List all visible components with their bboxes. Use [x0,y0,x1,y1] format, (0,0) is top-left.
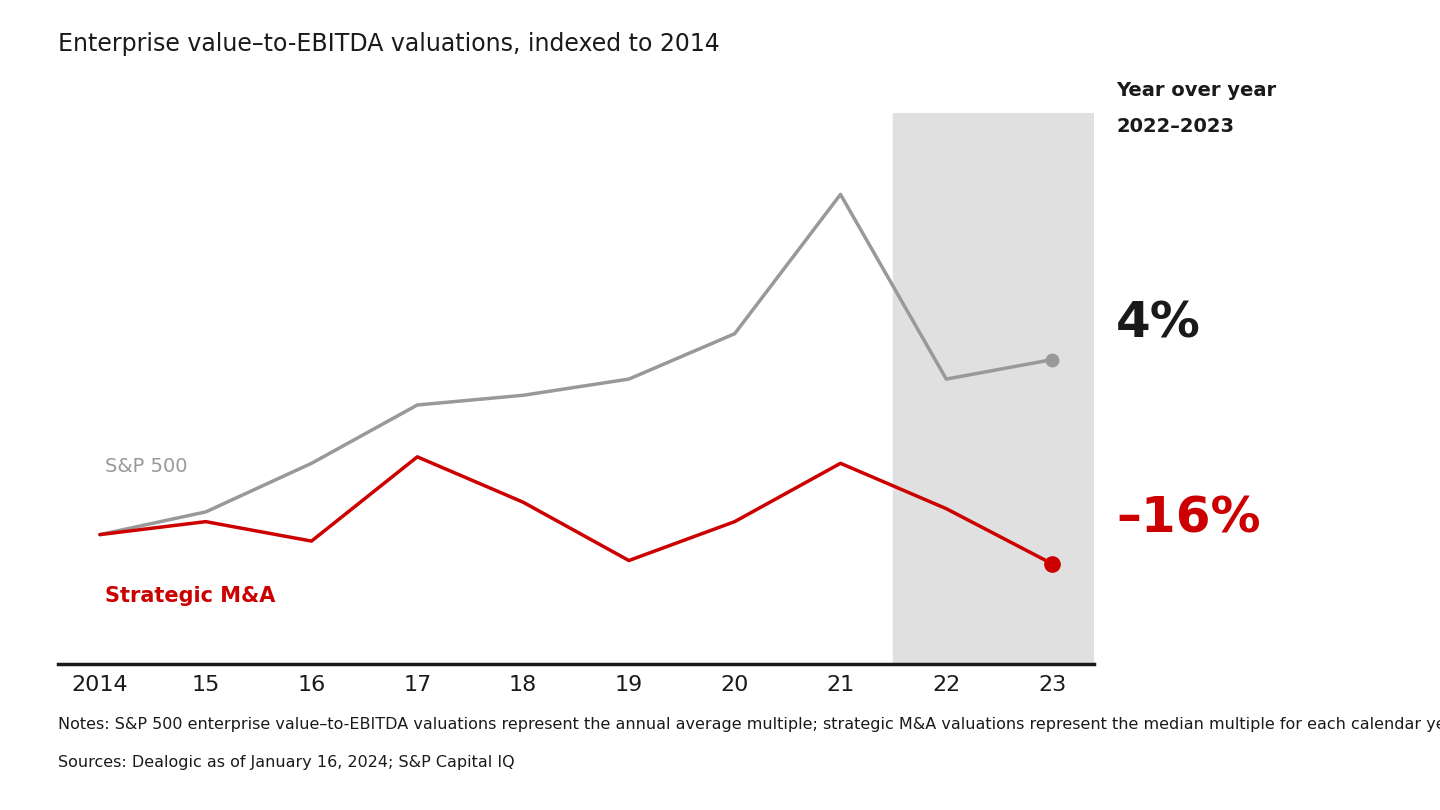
Text: 2022–2023: 2022–2023 [1116,117,1234,136]
Bar [893,113,1104,664]
Text: 4%: 4% [1116,300,1201,348]
Text: Strategic M&A: Strategic M&A [105,586,275,607]
Text: Notes: S&P 500 enterprise value–to-EBITDA valuations represent the annual averag: Notes: S&P 500 enterprise value–to-EBITD… [58,717,1440,732]
Text: S&P 500: S&P 500 [105,458,187,476]
Text: –16%: –16% [1116,494,1260,543]
Text: Sources: Dealogic as of January 16, 2024; S&P Capital IQ: Sources: Dealogic as of January 16, 2024… [58,755,514,770]
Text: Year over year: Year over year [1116,81,1276,100]
Text: Enterprise value–to-EBITDA valuations, indexed to 2014: Enterprise value–to-EBITDA valuations, i… [58,32,720,57]
